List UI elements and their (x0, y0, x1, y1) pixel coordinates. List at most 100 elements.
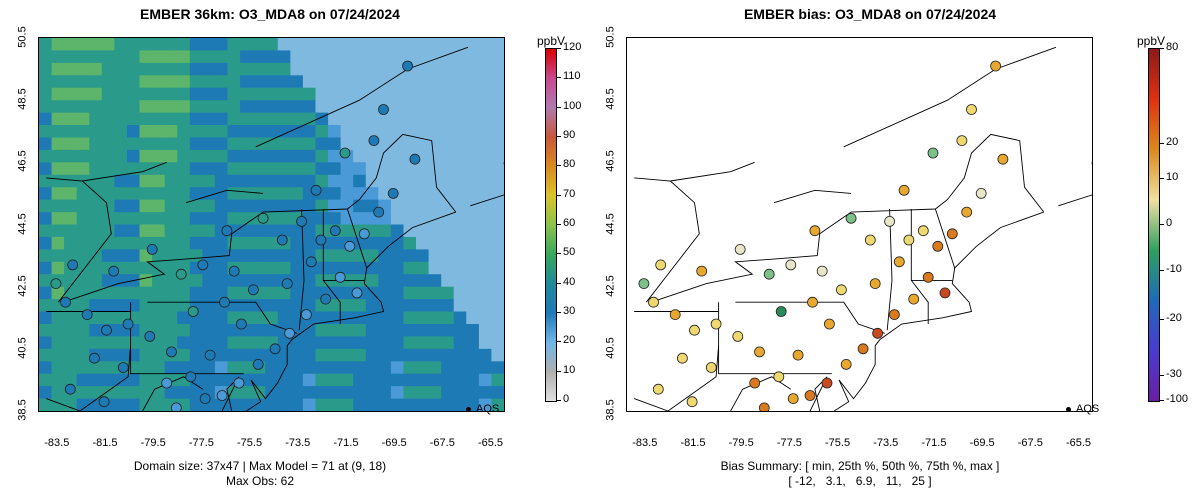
left-site-marker (161, 377, 173, 389)
right-site-marker (689, 324, 700, 336)
right-site-marker (857, 343, 869, 355)
left-site-marker (351, 287, 363, 299)
left-site-marker (320, 293, 332, 305)
left-colorbar-tick-label: 30 (563, 305, 576, 317)
right-site-marker (638, 278, 650, 290)
right-colorbar-tick (1160, 143, 1164, 145)
right-site-marker (903, 234, 915, 246)
right-site-marker (758, 402, 770, 411)
left-site-marker (235, 318, 247, 330)
left-y-tick-label: 38.5 (16, 399, 29, 421)
right-x-tick-label: -69.5 (969, 437, 995, 449)
right-x-tick-label: -67.5 (1017, 437, 1043, 449)
left-site-marker (300, 309, 312, 321)
left-y-tick-label: 42.5 (16, 274, 29, 297)
right-site-marker (809, 225, 821, 237)
left-colorbar-tick-label: 50 (563, 246, 576, 259)
left-site-marker (402, 60, 414, 72)
left-colorbar-tick (557, 312, 561, 313)
left-site-marker (310, 184, 322, 196)
left-y-tick-label: 50.5 (16, 26, 29, 48)
left-site-marker (170, 402, 182, 411)
left-site-marker (228, 265, 240, 277)
right-site-marker (888, 309, 900, 321)
left-colorbar (545, 48, 557, 402)
left-colorbar-tick (557, 165, 561, 167)
right-site-marker (652, 383, 664, 395)
right-site-marker (872, 327, 884, 339)
left-site-marker (166, 346, 177, 358)
left-colorbar-tick (557, 282, 561, 284)
left-colorbar-tick (557, 194, 561, 196)
right-map-svg (634, 46, 1092, 411)
left-title: EMBER 36km: O3_MDA8 on 07/24/2024 (140, 6, 400, 22)
right-x-tick-label: -83.5 (632, 437, 658, 449)
left-colorbar-unit: ppbV (537, 34, 566, 48)
left-map-svg (39, 38, 504, 411)
left-site-marker (252, 358, 264, 370)
left-site-marker (247, 284, 259, 296)
left-site-marker (387, 187, 399, 199)
left-x-tick-label: -83.5 (44, 437, 70, 449)
right-colorbar-tick (1160, 48, 1164, 49)
right-colorbar-tick (1160, 319, 1164, 321)
right-site-marker (946, 228, 958, 240)
right-x-tick-label: -71.5 (921, 437, 947, 449)
right-footer-1: Bias Summary: [ min, 25th %, 50th %, 75t… (720, 459, 1000, 473)
right-site-marker (823, 318, 835, 330)
right-colorbar-tick-label: 0 (1166, 217, 1173, 229)
right-site-marker (917, 225, 929, 237)
left-site-marker (122, 318, 134, 330)
left-legend-label: AQS (476, 403, 500, 415)
left-y-tick-label: 46.5 (16, 150, 29, 173)
right-site-marker (939, 287, 951, 299)
left-x-tick-label: -71.5 (333, 437, 359, 449)
left-site-marker (409, 153, 421, 165)
left-y-tick-label: 48.5 (16, 88, 29, 110)
left-site-marker (175, 268, 187, 280)
left-x-tick-label: -73.5 (285, 437, 311, 449)
right-site-marker (787, 393, 799, 405)
right-site-marker (908, 293, 920, 305)
right-site-marker (835, 284, 847, 296)
left-site-marker (197, 259, 209, 271)
right-site-marker (773, 371, 785, 383)
right-site-marker (927, 147, 939, 159)
left-site-marker (98, 396, 110, 408)
left-colorbar-tick-label: 70 (563, 187, 576, 200)
left-colorbar-tick-label: 100 (563, 99, 582, 112)
left-site-marker (368, 135, 380, 146)
left-colorbar-tick (557, 136, 561, 137)
right-colorbar-tick (1160, 224, 1164, 225)
left-site-marker (334, 271, 346, 283)
right-site-marker (775, 306, 787, 317)
right-y-tick-label: 50.5 (604, 26, 617, 48)
left-colorbar-tick-label: 80 (563, 158, 576, 171)
right-site-marker (807, 296, 818, 308)
left-colorbar-tick-label: 110 (563, 70, 581, 83)
right-site-marker (648, 296, 659, 308)
left-site-marker (185, 371, 197, 383)
right-site-marker (677, 352, 688, 364)
right-x-tick-label: -73.5 (873, 437, 899, 449)
left-y-tick-label: 40.5 (16, 337, 29, 359)
left-site-marker (329, 225, 341, 237)
left-x-tick-label: -81.5 (92, 437, 118, 449)
left-map (38, 37, 505, 412)
right-site-marker (655, 259, 667, 271)
right-y-tick-label: 44.5 (604, 212, 617, 235)
right-title: EMBER bias: O3_MDA8 on 07/24/2024 (743, 6, 997, 22)
left-colorbar-tick-label: 0 (563, 393, 570, 405)
left-colorbar-tick (557, 48, 561, 49)
right-colorbar-tick-label: 10 (1166, 171, 1179, 184)
right-site-marker (669, 309, 681, 321)
left-colorbar-tick-label: 10 (563, 363, 576, 376)
left-colorbar-tick (557, 224, 561, 225)
left-site-marker (296, 215, 308, 227)
right-map (626, 37, 1093, 412)
right-x-tick-label: -75.5 (825, 437, 851, 449)
left-colorbar-tick-label: 90 (563, 129, 576, 141)
right-site-marker (821, 377, 833, 389)
right-x-tick-label: -81.5 (680, 437, 706, 449)
left-colorbar-tick (557, 77, 561, 79)
